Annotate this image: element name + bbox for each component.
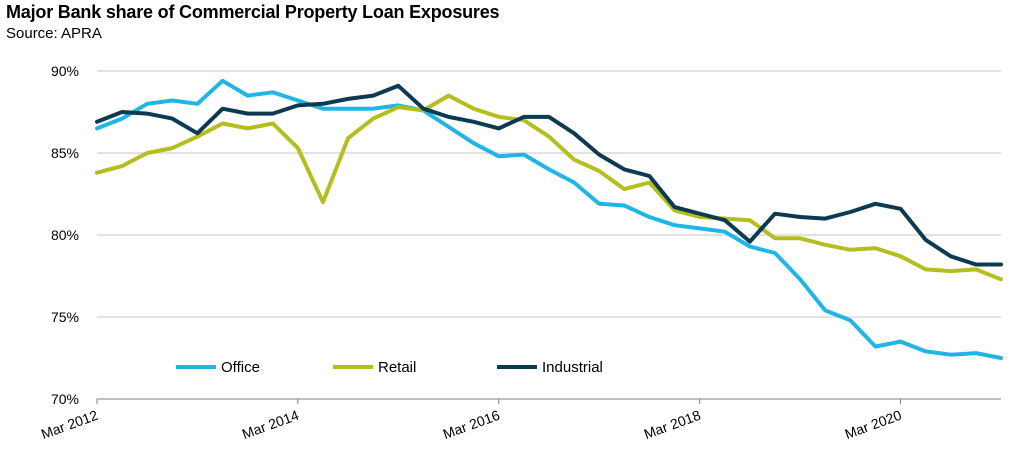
legend-label-retail: Retail bbox=[378, 359, 416, 376]
series-line-office bbox=[95, 78, 1003, 360]
legend-label-industrial: Industrial bbox=[542, 359, 603, 376]
x-tick-label: Mar 2020 bbox=[843, 407, 904, 442]
legend-label-office: Office bbox=[221, 359, 260, 376]
x-tick-label: Mar 2018 bbox=[642, 407, 703, 442]
y-tick-label: 80% bbox=[51, 227, 79, 243]
y-tick-label: 70% bbox=[51, 391, 79, 407]
grid-lines bbox=[97, 70, 1001, 318]
x-tick-label: Mar 2012 bbox=[39, 407, 100, 442]
series-line-retail bbox=[95, 93, 1003, 282]
y-tick-label: 75% bbox=[51, 309, 79, 325]
chart-title: Major Bank share of Commercial Property … bbox=[6, 2, 500, 22]
y-tick-label: 85% bbox=[51, 145, 79, 161]
y-tick-label: 90% bbox=[51, 63, 79, 79]
y-axis-ticks: 90% 85% 80% 75% 70% bbox=[51, 63, 79, 407]
x-tick-label: Mar 2016 bbox=[441, 407, 502, 442]
chart-subtitle: Source: APRA bbox=[6, 25, 102, 42]
x-tick-label: Mar 2014 bbox=[240, 407, 301, 442]
legend: Office Retail Industrial bbox=[176, 359, 603, 376]
series-line-industrial bbox=[95, 83, 1003, 267]
series-lines bbox=[95, 78, 1003, 360]
x-axis: Mar 2012 Mar 2014 Mar 2016 Mar 2018 Mar 2020 bbox=[39, 398, 1001, 442]
